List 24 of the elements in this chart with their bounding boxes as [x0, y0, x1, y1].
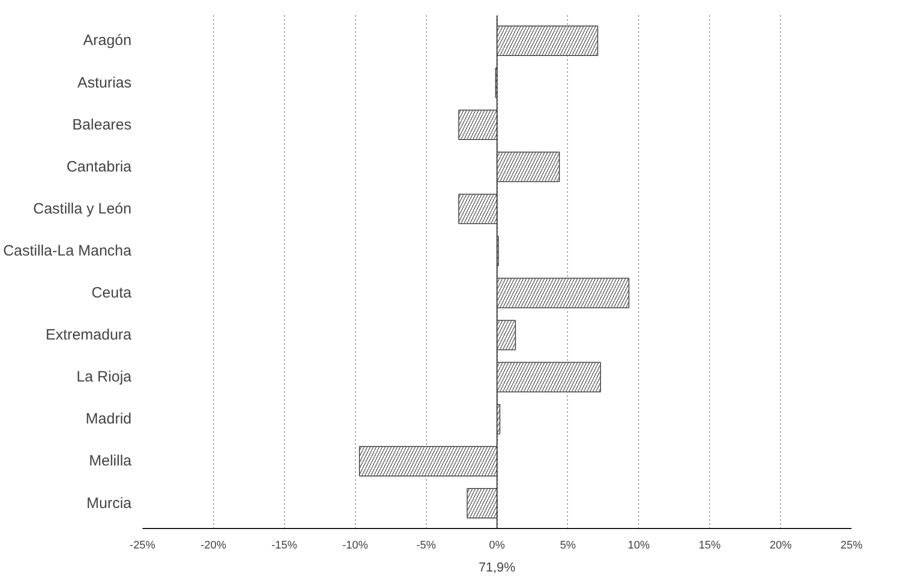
- x-tick-label: -25%: [130, 540, 156, 552]
- x-tick-label: -10%: [342, 540, 368, 552]
- y-tick-label: Castilla y León: [33, 200, 132, 218]
- y-tick-label: Aragón: [83, 32, 132, 50]
- y-tick-label: Melilla: [88, 452, 132, 470]
- x-tick-label: 0%: [489, 540, 506, 552]
- y-tick-label: Murcia: [86, 494, 132, 512]
- y-tick-label: Extremadura: [46, 326, 132, 344]
- x-tick-label: 5%: [560, 540, 576, 552]
- x-axis-title: 71,9%: [478, 560, 516, 574]
- y-tick-label: Cantabria: [66, 158, 132, 176]
- x-tick-label: -20%: [200, 540, 226, 552]
- y-tick-label: Asturias: [77, 74, 132, 92]
- y-tick-label: La Rioja: [76, 368, 132, 386]
- y-tick-label: Ceuta: [91, 284, 132, 302]
- y-tick-label: Baleares: [72, 116, 132, 134]
- y-tick-label: Madrid: [86, 410, 132, 428]
- y-tick-label: Castilla-La Mancha: [3, 242, 132, 260]
- x-tick-label: 25%: [840, 540, 863, 552]
- x-tick-label: -5%: [416, 540, 436, 552]
- x-tick-label: -15%: [271, 540, 298, 552]
- x-tick-label: 15%: [698, 540, 721, 552]
- x-tick-label: 20%: [770, 540, 792, 552]
- x-tick-label: 10%: [628, 540, 650, 552]
